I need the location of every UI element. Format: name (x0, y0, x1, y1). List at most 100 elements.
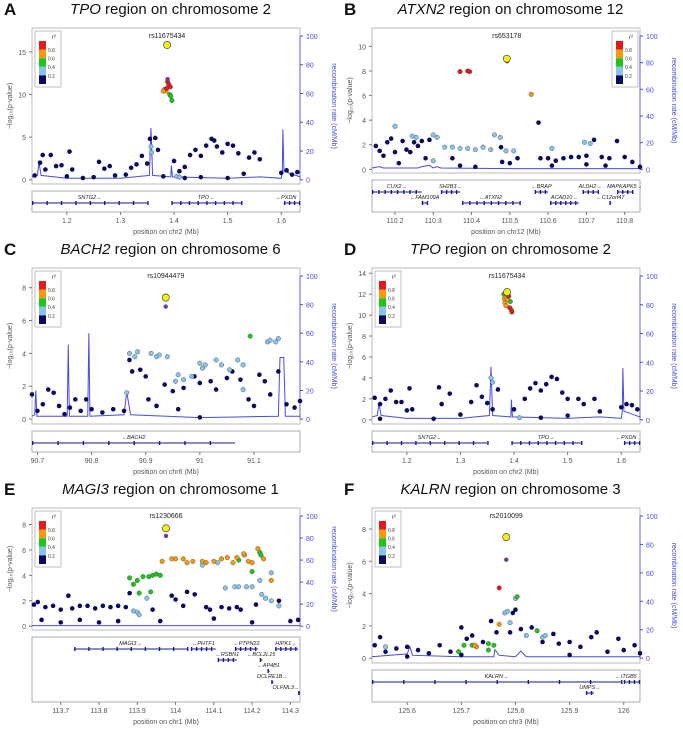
gene-exon (188, 201, 191, 205)
snp-point-ld-00 (527, 386, 533, 391)
gene-label: KALRN→ (485, 674, 509, 680)
gene-exon (597, 190, 599, 194)
snp-point-ld-02 (164, 354, 170, 360)
snp-point-ld-02 (581, 139, 587, 145)
y2-tick-label: 60 (306, 331, 314, 338)
gene-track (31, 430, 301, 453)
snp-point-ld-00 (377, 634, 383, 640)
gene-exon (158, 647, 161, 651)
gene-exon (195, 647, 198, 651)
recombination-rate-line (371, 366, 641, 419)
snp-point-ld-00 (182, 164, 188, 170)
gene-exon (298, 201, 301, 205)
legend-swatch (39, 41, 46, 50)
gene-label: ←C12orf47 (596, 195, 625, 201)
snp-point-ld-00 (128, 165, 134, 171)
snp-point-ld-02 (135, 349, 141, 355)
y2-tick-label: 0 (646, 656, 650, 663)
x-tick-label: 1.2 (402, 458, 412, 465)
legend-swatch (39, 66, 46, 76)
snp-point-ld-00 (499, 159, 505, 165)
snp-point-ld-06 (472, 642, 478, 648)
gene-exon (197, 201, 199, 205)
y-tick-label: 10 (18, 92, 26, 99)
snp-point-ld-02 (276, 603, 282, 609)
y-tick-label: 8 (362, 527, 366, 534)
snp-point-ld-02 (504, 608, 510, 614)
legend-label: 0.8 (48, 528, 55, 534)
snp-point-ld-00 (637, 651, 643, 656)
x-tick-label: 110.5 (501, 218, 518, 225)
gene-label: ←BRAP (531, 184, 552, 190)
snp-point-ld-02 (430, 158, 436, 164)
snp-point-ld-00 (411, 139, 417, 145)
snp-point-ld-00 (91, 174, 96, 180)
snp-point-ld-00 (427, 137, 432, 143)
legend-swatch (39, 306, 46, 316)
y-tick-label: 12 (358, 292, 366, 299)
panel-label: A (4, 0, 17, 19)
snp-point-ld-00 (409, 407, 415, 412)
lead-snp-point (163, 41, 171, 49)
snp-point-ld-00 (635, 407, 640, 412)
snp-point-ld-00 (150, 607, 155, 612)
y2-axis-label: recombination rate (cM/Mb) (330, 63, 337, 149)
gene-exon (633, 680, 636, 684)
gene-exon (372, 441, 374, 445)
title-gene: MAGI3 (62, 481, 109, 498)
snp-point-ld-00 (73, 397, 78, 402)
snp-point-ld-00 (211, 616, 217, 621)
y2-tick-label: 60 (306, 91, 314, 98)
y2-tick-label: 40 (306, 120, 314, 127)
snp-point-ld-00 (568, 154, 574, 160)
y-tick-label: 8 (362, 334, 366, 341)
locus-panel-d: 0 2 4 6 8 10 12 14 0 20 40 60 80 100 −log₁₀(p-value) re… (340, 240, 681, 480)
y-axis-label: −log₁₀(p-value) (7, 323, 14, 369)
gene-exon (384, 190, 386, 194)
snp-point-ld-00 (495, 387, 501, 392)
legend-title: r² (52, 515, 56, 521)
snp-point-ld-00 (102, 166, 107, 171)
snp-point-ld-00 (225, 141, 230, 147)
snp-point-ld-02 (490, 379, 496, 385)
snp-point-ld-00 (213, 387, 219, 392)
snp-point-ld-04 (136, 590, 142, 596)
snp-point-ld-00 (624, 401, 629, 407)
snp-point-ld-00 (295, 617, 301, 623)
gene-exon (589, 680, 592, 684)
snp-point-ld-00 (157, 618, 163, 624)
panel-label: B (344, 0, 357, 19)
snp-point-ld-02 (480, 144, 486, 150)
x-tick-label: 113.9 (129, 708, 146, 715)
snp-point-ld-02 (542, 633, 548, 639)
snp-point-ld-00 (246, 397, 251, 402)
gene-exon (581, 441, 583, 445)
y2-tick-label: 40 (646, 114, 654, 121)
y2-tick-label: 80 (306, 63, 314, 70)
snp-point-ld-00 (123, 604, 129, 610)
recombination-rate-line (371, 164, 640, 170)
lead-snp-label: rs2010099 (490, 513, 523, 520)
gene-exon (118, 201, 120, 205)
legend-label: 0.6 (48, 57, 55, 63)
snp-point-ld-00 (423, 155, 428, 161)
gene-label: ←BACH2 (122, 435, 146, 441)
snp-point-ld-02 (218, 362, 224, 368)
snp-point-ld-04 (157, 572, 163, 578)
gene-exon (476, 201, 478, 205)
snp-point-ld-02 (413, 134, 419, 140)
legend-label: 0.4 (48, 65, 55, 71)
gene-label: ←AP4B1 (257, 663, 280, 669)
snp-point-ld-00 (388, 388, 394, 393)
snp-point-ld-00 (597, 409, 603, 414)
y2-tick-label: 40 (306, 580, 314, 587)
snp-point-ld-00 (295, 169, 300, 175)
gene-track (31, 190, 301, 213)
snp-point-ld-00 (385, 139, 390, 145)
title-rest: region on chromosome 6 (110, 241, 281, 258)
gene-exon (249, 647, 252, 651)
y-tick-label: 6 (362, 355, 366, 362)
title-rest: region on chromosome 2 (100, 1, 271, 18)
snp-point-ld-02 (511, 148, 517, 154)
